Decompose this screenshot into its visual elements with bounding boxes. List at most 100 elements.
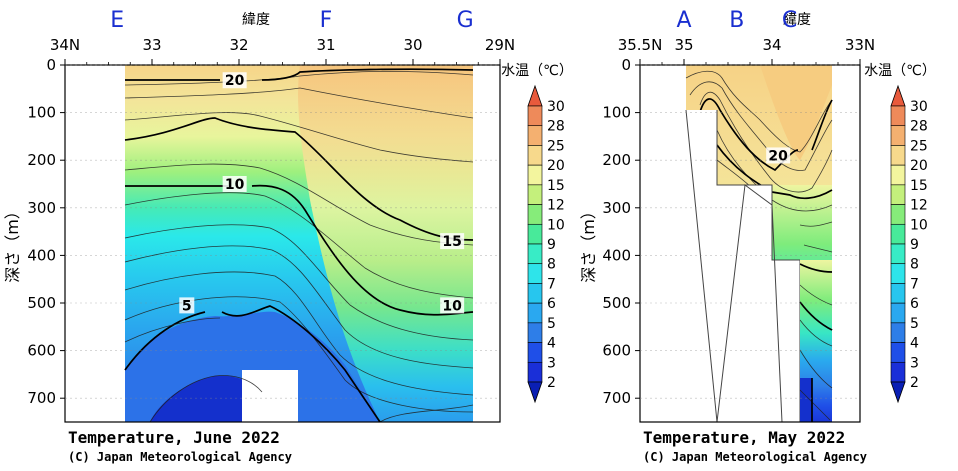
june-colorbar-level: 10: [547, 217, 565, 233]
may-xaxis-label: 緯度: [783, 12, 811, 28]
june-colorbar-level: 25: [547, 138, 565, 154]
colorbar-may: 水温（℃） 30 28 25 20 15 12 10 9 8 7 6 5 4 3 2: [864, 63, 936, 404]
may-colorbar-level: 2: [910, 375, 919, 391]
may-isotherm-5-deep: [799, 301, 833, 331]
june-contour-line: [124, 163, 474, 246]
june-colorbar-swatch: [527, 263, 543, 284]
june-contour-line: [124, 192, 474, 299]
may-section-letter: B: [729, 8, 744, 33]
june-colorbar-title: 水温（℃）: [501, 63, 573, 79]
may-ticks: 35.5N 35 34 33N 0 100 200 300 400 500 600 700: [602, 36, 875, 407]
may-colorbar-swatch: [890, 263, 906, 284]
june-coldest-core: [150, 375, 268, 422]
june-ytick-label: 300: [27, 199, 56, 217]
may-xtick-label: 34: [762, 36, 781, 54]
june-isotherm-10: [125, 184, 474, 316]
june-colorbar-swatch: [527, 342, 543, 363]
may-colorbar-swatch: [890, 164, 906, 186]
may-deep-bold-contours: [799, 263, 833, 422]
june-contour-line: [149, 375, 263, 423]
may-seafloor-line: [716, 184, 783, 423]
june-contour-label: 10: [225, 177, 245, 193]
june-extra-contours: [124, 317, 474, 423]
may-section-letters: A B C: [676, 8, 797, 33]
may-section-letter: A: [676, 8, 691, 33]
june-contour-line: [124, 271, 474, 396]
may-masked-area: [772, 260, 800, 422]
june-colorbar-swatch: [527, 302, 543, 324]
may-ytick-label: 400: [602, 246, 631, 264]
june-isotherm-20: [125, 68, 474, 81]
june-contour-line: [124, 224, 474, 341]
june-contour-line: [124, 112, 474, 163]
june-colorbar-swatch: [527, 223, 543, 245]
may-colorbar-level: 20: [910, 158, 928, 174]
june-contours: [124, 70, 474, 413]
june-colorbar-level: 20: [547, 158, 565, 174]
june-copyright: (C) Japan Meteorological Agency: [68, 450, 292, 464]
june-colorbar-level: 3: [547, 355, 556, 371]
may-colorbar-swatch: [890, 361, 906, 383]
june-colorbar-swatch: [527, 184, 543, 205]
june-contour-line: [124, 70, 474, 86]
may-copyright: (C) Japan Meteorological Agency: [643, 450, 867, 464]
may-seafloor-line: [685, 109, 718, 423]
june-missing-data-block: [242, 370, 298, 422]
june-isotherm-5: [124, 305, 381, 423]
may-colorbar-top-arrow: [890, 84, 906, 107]
june-colorbar-swatch: [527, 164, 543, 186]
june-contour-label-bg: [222, 176, 247, 192]
may-xtick-label: 35: [674, 36, 693, 54]
june-colorbar-swatch: [527, 145, 543, 166]
may-deep-contours: [799, 284, 833, 421]
may-contour-labels: 20: [766, 147, 791, 164]
may-colorbar-swatch: [890, 105, 906, 127]
june-xtick-label: 30: [403, 36, 422, 54]
may-colorbar-swatch: [890, 342, 906, 363]
may-contour-label: 20: [768, 148, 788, 164]
june-ytick-label: 0: [46, 56, 56, 74]
may-ytick-label: 200: [602, 151, 631, 169]
may-colorbar-level: 9: [910, 237, 919, 253]
colorbar-june: 水温（℃） 30 28 25 20 15 12 10 9 8 7 6 5 4 3 2: [501, 63, 573, 404]
june-contour-label: 5: [182, 298, 192, 314]
june-contour-label: 10: [442, 298, 462, 314]
may-contour-label-bg: [766, 147, 791, 164]
june-contour-line: [124, 87, 474, 119]
may-contour-line: [803, 244, 833, 253]
june-colorbar-level: 4: [547, 336, 556, 352]
june-xaxis-label: 緯度: [242, 12, 270, 28]
june-ytick-label: 500: [27, 294, 56, 312]
june-colorbar-swatch: [527, 105, 543, 127]
june-colorbar-bottom-arrow: [527, 381, 543, 404]
may-contour-line: [799, 284, 833, 306]
may-colorbar-level: 5: [910, 316, 919, 332]
may-colorbar-level: 7: [910, 276, 919, 292]
june-colorbar-level: 8: [547, 257, 556, 273]
june-isotherm-15: [124, 117, 474, 241]
june-colorbar-level: 30: [547, 99, 565, 115]
june-colorbar-level: 28: [547, 119, 565, 135]
june-contour-labels: 20 10 15 10 5: [179, 72, 465, 314]
june-colorbar-top-arrow: [527, 84, 543, 107]
may-colorbar-level: 25: [910, 138, 928, 154]
may-colorbar-level: 28: [910, 119, 928, 135]
june-colorbar-swatch: [527, 283, 543, 304]
june-colorbar-level: 6: [547, 296, 556, 312]
june-ytick-label: 400: [27, 246, 56, 264]
june-xtick-label: 33: [142, 36, 161, 54]
june-ytick-label: 700: [27, 389, 56, 407]
june-bold-contours: [124, 68, 474, 423]
june-contour-label-bg: [179, 297, 195, 314]
may-colorbar-swatch: [890, 184, 906, 205]
may-contour-line: [699, 91, 833, 193]
may-colorbar-title: 水温（℃）: [864, 63, 936, 79]
may-colorbar-swatch: [890, 322, 906, 343]
june-xtick-label: 31: [316, 36, 335, 54]
june-section-letter: E: [110, 8, 124, 33]
may-ytick-label: 0: [621, 56, 631, 74]
may-contour-line: [685, 70, 833, 153]
may-panel: 20 35.5N 35 34 33N 0 100 200 300 400 500 600 700 緯度…: [579, 8, 875, 423]
may-ytick-label: 600: [602, 342, 631, 360]
